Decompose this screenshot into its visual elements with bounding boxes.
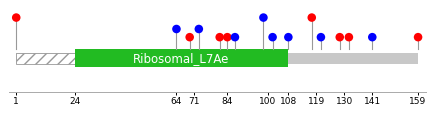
Point xyxy=(336,36,343,38)
Point xyxy=(308,17,315,19)
Bar xyxy=(16,53,418,64)
Point xyxy=(224,36,231,38)
Point xyxy=(317,36,324,38)
Point xyxy=(285,36,292,38)
Point xyxy=(173,28,180,30)
Point xyxy=(260,17,267,19)
Text: Ribosomal_L7Ae: Ribosomal_L7Ae xyxy=(133,52,230,65)
Point xyxy=(216,36,223,38)
Point xyxy=(345,36,352,38)
Point xyxy=(415,36,421,38)
Point xyxy=(186,36,193,38)
Point xyxy=(195,28,202,30)
Point xyxy=(369,36,376,38)
Bar xyxy=(75,49,289,67)
Bar xyxy=(16,53,75,64)
Point xyxy=(13,17,20,19)
Point xyxy=(269,36,276,38)
Point xyxy=(231,36,238,38)
